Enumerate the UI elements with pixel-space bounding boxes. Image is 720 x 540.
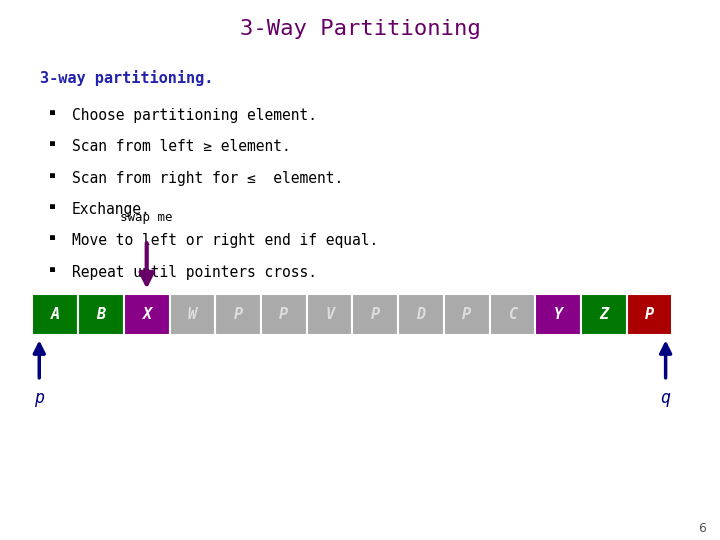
FancyBboxPatch shape [490,294,536,335]
Text: swap me: swap me [120,211,173,224]
FancyBboxPatch shape [307,294,353,335]
Text: Exchange.: Exchange. [72,202,150,217]
FancyBboxPatch shape [626,294,672,335]
Text: ■: ■ [50,265,55,274]
Text: B: B [96,307,106,322]
FancyBboxPatch shape [124,294,170,335]
Text: ■: ■ [50,171,55,180]
Text: 3-way partitioning.: 3-way partitioning. [40,70,213,86]
Text: P: P [371,307,380,322]
Text: P: P [279,307,289,322]
FancyBboxPatch shape [581,294,626,335]
Text: D: D [416,307,426,322]
Text: q: q [661,389,670,407]
FancyBboxPatch shape [78,294,124,335]
Text: ■: ■ [50,139,55,148]
FancyBboxPatch shape [215,294,261,335]
Text: Y: Y [554,307,563,322]
Text: Move to left or right end if equal.: Move to left or right end if equal. [72,233,378,248]
Text: ■: ■ [50,233,55,242]
FancyBboxPatch shape [398,294,444,335]
Text: 6: 6 [698,522,706,535]
Text: Scan from left ≥ element.: Scan from left ≥ element. [72,139,291,154]
Text: P: P [645,307,654,322]
Text: C: C [508,307,517,322]
FancyBboxPatch shape [170,294,215,335]
Text: ■: ■ [50,108,55,117]
FancyBboxPatch shape [32,294,78,335]
Text: V: V [325,307,334,322]
FancyBboxPatch shape [444,294,490,335]
Text: W: W [188,307,197,322]
Text: P: P [233,307,243,322]
Text: p: p [35,389,44,407]
FancyBboxPatch shape [261,294,307,335]
Text: Z: Z [599,307,608,322]
Text: 3-Way Partitioning: 3-Way Partitioning [240,19,480,39]
Text: Scan from right for ≤  element.: Scan from right for ≤ element. [72,171,343,186]
Text: Repeat until pointers cross.: Repeat until pointers cross. [72,265,317,280]
Text: X: X [142,307,151,322]
Text: A: A [50,307,60,322]
Text: Choose partitioning element.: Choose partitioning element. [72,108,317,123]
FancyBboxPatch shape [353,294,398,335]
Text: ■: ■ [50,202,55,211]
FancyBboxPatch shape [536,294,581,335]
Text: P: P [462,307,472,322]
